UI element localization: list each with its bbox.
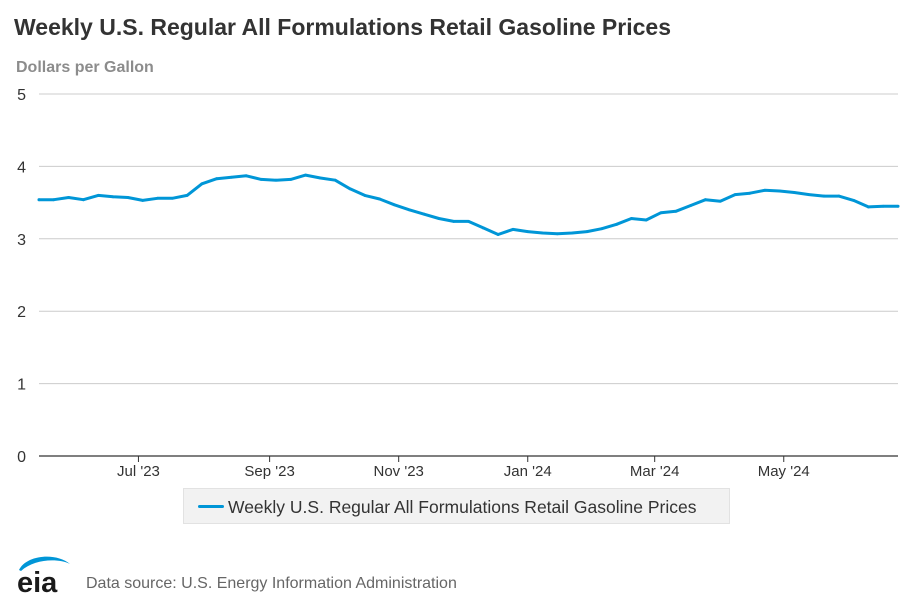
data-point[interactable] <box>481 226 485 230</box>
data-point[interactable] <box>630 217 633 220</box>
data-point[interactable] <box>393 203 396 207</box>
data-point[interactable] <box>778 189 781 193</box>
data-point[interactable] <box>274 178 278 182</box>
y-tick-label: 5 <box>17 87 26 104</box>
y-tick-label: 1 <box>17 377 26 394</box>
legend-label: Weekly U.S. Regular All Formulations Ret… <box>228 497 697 517</box>
data-point[interactable] <box>52 198 56 202</box>
data-point[interactable] <box>452 220 456 223</box>
data-point[interactable] <box>289 178 293 181</box>
data-point[interactable] <box>170 196 174 200</box>
y-tick-label: 3 <box>17 232 26 249</box>
data-point[interactable] <box>763 188 767 192</box>
x-tick-label: Mar '24 <box>630 463 680 480</box>
data-point[interactable] <box>215 177 219 181</box>
gridlines <box>39 93 898 457</box>
data-point[interactable] <box>792 191 796 194</box>
data-point[interactable] <box>689 204 693 207</box>
data-point[interactable] <box>348 187 352 191</box>
chart-title: Weekly U.S. Regular All Formulations Ret… <box>14 14 671 40</box>
data-point[interactable] <box>304 173 307 177</box>
data-point[interactable] <box>467 220 470 223</box>
y-axis-unit-label: Dollars per Gallon <box>16 59 154 76</box>
data-point[interactable] <box>230 175 233 179</box>
data-point[interactable] <box>378 197 382 201</box>
data-point[interactable] <box>200 182 204 186</box>
x-tick-label: Jan '24 <box>504 463 552 480</box>
data-point[interactable] <box>511 227 515 231</box>
data-point[interactable] <box>748 191 752 195</box>
legend[interactable]: Weekly U.S. Regular All Formulations Ret… <box>183 488 730 524</box>
data-point[interactable] <box>111 195 115 199</box>
data-point[interactable] <box>807 193 811 197</box>
data-point[interactable] <box>570 231 574 235</box>
data-point[interactable] <box>422 212 426 216</box>
data-point[interactable] <box>526 230 530 233</box>
data-point[interactable] <box>496 233 500 236</box>
y-tick-label: 2 <box>17 304 26 321</box>
svg-text:eia: eia <box>17 567 58 595</box>
x-tick-label: Jul '23 <box>117 463 160 480</box>
y-tick-label: 0 <box>17 449 26 466</box>
data-point[interactable] <box>96 193 100 197</box>
y-tick-label: 4 <box>17 159 26 176</box>
x-tick-label: Nov '23 <box>373 463 423 480</box>
series-line[interactable] <box>37 173 900 236</box>
legend-swatch <box>198 505 224 508</box>
data-point[interactable] <box>644 218 648 222</box>
data-point[interactable] <box>82 198 85 202</box>
data-point[interactable] <box>674 209 678 213</box>
data-point[interactable] <box>185 193 189 197</box>
data-point[interactable] <box>852 199 855 202</box>
data-point[interactable] <box>141 199 145 202</box>
data-point[interactable] <box>363 193 367 197</box>
data-point[interactable] <box>896 204 900 208</box>
data-point[interactable] <box>733 193 737 197</box>
data-point[interactable] <box>837 194 841 198</box>
chart-plot: 0 1 2 3 4 5 Jul '23 Sep '23 Nov '23 Jan '24 Mar '… <box>17 87 900 480</box>
data-point[interactable] <box>37 198 41 202</box>
data-point[interactable] <box>318 176 322 180</box>
eia-logo: eia <box>17 556 70 595</box>
data-point[interactable] <box>244 174 248 178</box>
data-point[interactable] <box>407 208 411 212</box>
data-point[interactable] <box>259 178 263 181</box>
data-point[interactable] <box>437 217 441 220</box>
x-tick-label: May '24 <box>758 463 810 480</box>
data-point[interactable] <box>67 196 71 199</box>
data-point[interactable] <box>555 232 559 236</box>
data-point[interactable] <box>704 198 707 202</box>
data-point[interactable] <box>333 178 337 182</box>
data-point[interactable] <box>585 230 589 233</box>
x-tick-label: Sep '23 <box>244 463 294 480</box>
data-point[interactable] <box>541 231 544 235</box>
data-point[interactable] <box>126 196 130 199</box>
data-point[interactable] <box>615 222 619 226</box>
data-point[interactable] <box>718 199 722 203</box>
y-axis-tick-labels: 0 1 2 3 4 5 <box>17 87 26 466</box>
data-point[interactable] <box>659 211 663 215</box>
x-axis-ticks: Jul '23 Sep '23 Nov '23 Jan '24 Mar '24 May '… <box>117 456 810 480</box>
data-point[interactable] <box>156 196 159 200</box>
data-source-text: Data source: U.S. Energy Information Adm… <box>86 575 457 592</box>
data-point[interactable] <box>881 204 885 208</box>
data-point[interactable] <box>822 194 826 198</box>
data-point[interactable] <box>866 205 870 209</box>
data-point[interactable] <box>600 227 604 231</box>
series-layer <box>37 173 900 236</box>
